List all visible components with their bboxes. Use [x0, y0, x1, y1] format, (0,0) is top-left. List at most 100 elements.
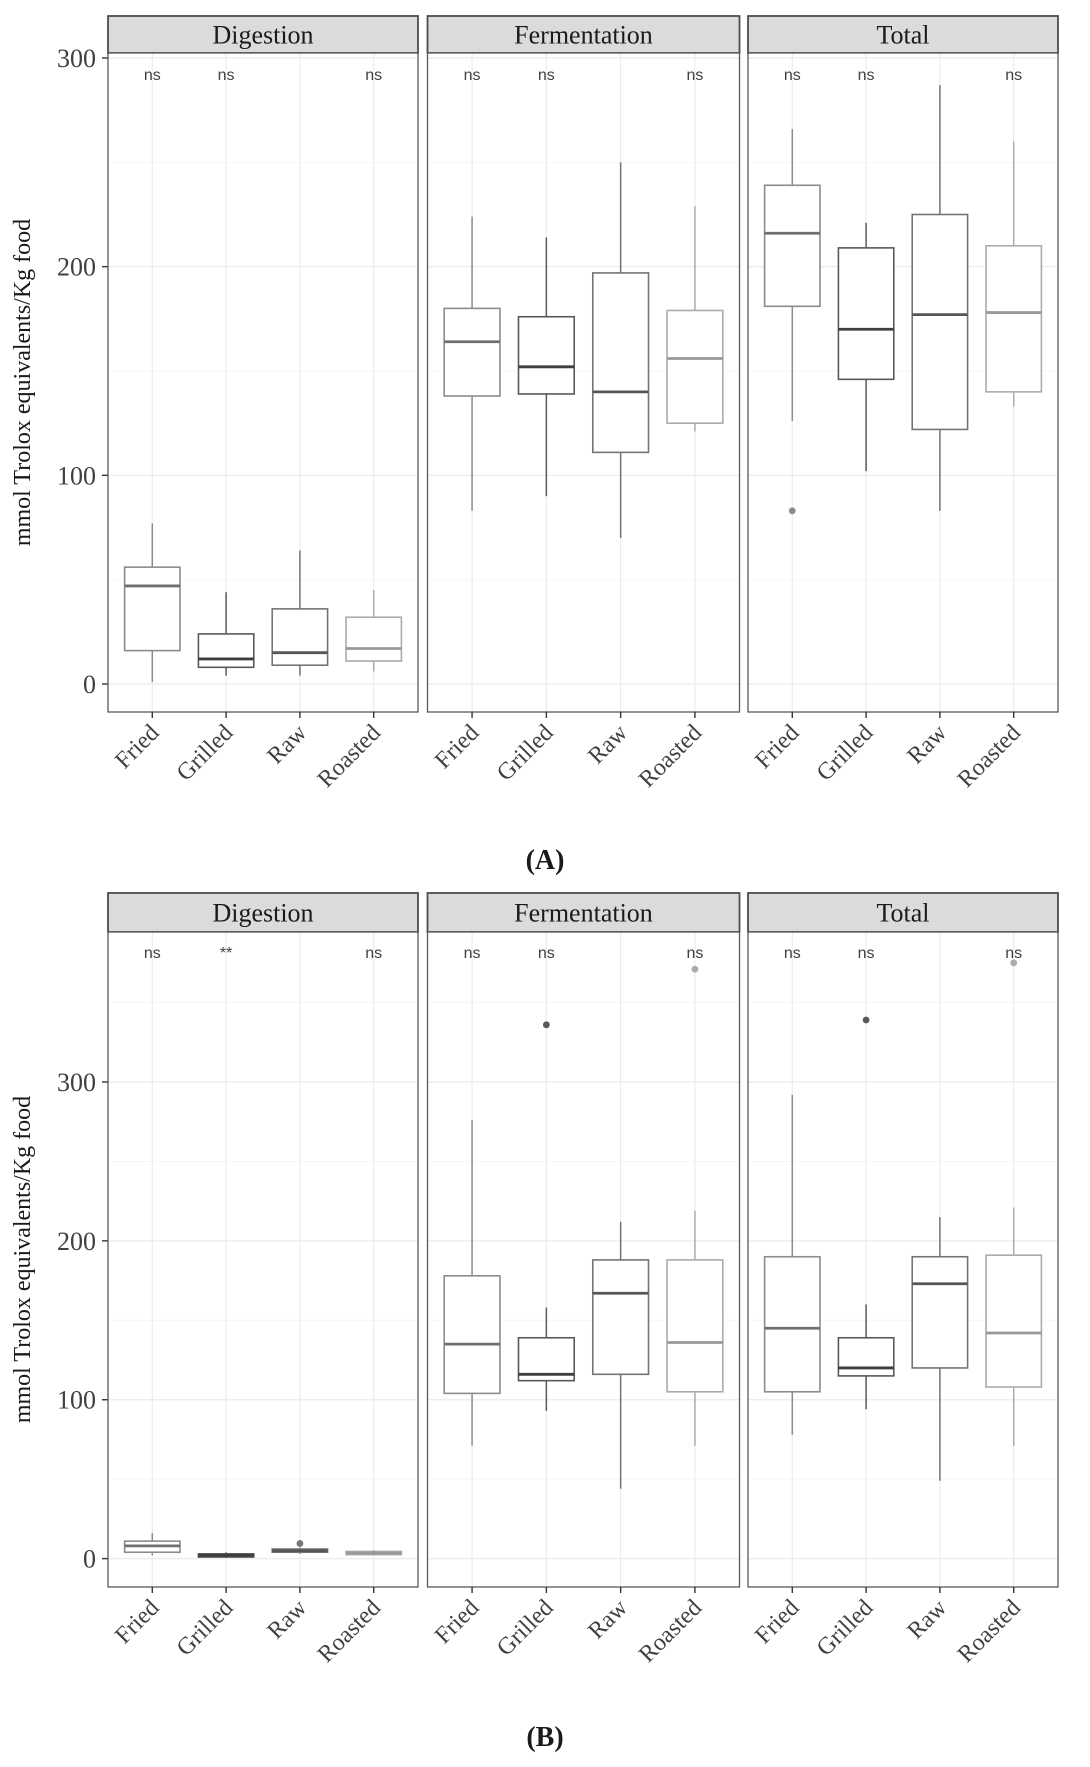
x-tick-label: Fried [430, 1595, 484, 1649]
significance-label: ns [365, 67, 382, 84]
outlier-dot [788, 507, 796, 515]
panel-border [107, 52, 419, 713]
panel-a-caption: (A) [525, 845, 565, 876]
significance-label: ns [365, 945, 382, 962]
x-tick-label: Roasted [634, 720, 707, 793]
facet-strip-label: Total [876, 21, 929, 50]
iqr-box [763, 184, 821, 308]
x-tick-label: Fried [430, 720, 484, 774]
x-tick-label: Raw [903, 1594, 953, 1644]
significance-label: ns [144, 945, 161, 962]
y-tick-label: 0 [83, 1545, 96, 1574]
box-digestion-fried [123, 1533, 181, 1556]
panel-border [426, 931, 741, 1588]
outlier-dot [691, 965, 699, 973]
facet-strip-label: Fermentation [514, 21, 653, 50]
box-total-fried [763, 128, 821, 515]
x-tick-label: Raw [583, 1594, 633, 1644]
x-tick-label: Raw [903, 719, 953, 769]
significance-label: ns [538, 945, 555, 962]
box-total-raw [911, 85, 969, 511]
x-tick-label: Roasted [313, 1595, 386, 1668]
box-fermentation-raw [591, 162, 650, 538]
iqr-box [666, 1259, 724, 1393]
box-digestion-grilled [197, 1552, 255, 1558]
iqr-box [911, 1255, 969, 1369]
panel-border [107, 931, 419, 1588]
box-digestion-roasted [345, 590, 403, 672]
box-digestion-roasted [345, 1549, 403, 1556]
box-digestion-fried [123, 523, 181, 682]
panel-border [426, 52, 741, 713]
significance-label: ns [858, 945, 875, 962]
y-tick-label: 300 [57, 1068, 96, 1097]
y-tick-label: 200 [57, 253, 96, 282]
iqr-box [985, 244, 1043, 393]
significance-label: ns [218, 67, 235, 84]
x-tick-label: Grilled [492, 720, 558, 786]
box-total-raw [911, 1217, 969, 1481]
significance-label: ns [538, 67, 555, 84]
y-tick-label: 100 [57, 461, 96, 490]
box-total-grilled [837, 222, 895, 472]
box-digestion-raw [271, 1540, 329, 1554]
outlier-dot [542, 1021, 550, 1029]
significance-label: ns [464, 67, 481, 84]
x-tick-label: Roasted [313, 720, 386, 793]
panel-background [108, 932, 418, 1587]
box-fermentation-roasted [666, 206, 724, 432]
x-tick-label: Fried [110, 720, 164, 774]
box-total-fried [763, 1094, 821, 1435]
y-axis-title: mmol Trolox equivalents/Kg food [10, 1096, 36, 1423]
x-tick-label: Roasted [634, 1595, 707, 1668]
outlier-dot [862, 1016, 870, 1024]
panel-a-boxplot: mmol Trolox equivalents/Kg food 0 100 200 30… [10, 15, 1059, 793]
facet-strip-total [747, 892, 1059, 933]
box-fermentation-grilled [517, 1021, 576, 1411]
x-tick-label: Raw [583, 719, 633, 769]
significance-label: ns [784, 945, 801, 962]
box-fermentation-roasted [666, 965, 724, 1446]
outlier-dot [296, 1540, 304, 1547]
iqr-box [271, 608, 329, 667]
iqr-box [837, 247, 895, 381]
box-fermentation-raw [591, 1221, 650, 1489]
facet-strip-digestion [107, 892, 419, 933]
y-axis-title: mmol Trolox equivalents/Kg food [10, 219, 36, 546]
iqr-box [517, 315, 576, 395]
panel-b-caption: (B) [526, 1722, 564, 1753]
facet-strip-fermentation [426, 892, 741, 933]
significance-label: ns [686, 67, 703, 84]
y-tick-label: 0 [83, 670, 96, 699]
outlier-dot [1010, 959, 1018, 967]
box-fermentation-fried [443, 216, 501, 511]
facet-strip-label: Total [876, 899, 929, 928]
x-tick-label: Raw [263, 1594, 313, 1644]
y-tick-label: 200 [57, 1227, 96, 1256]
x-tick-label: Roasted [953, 1595, 1026, 1668]
x-tick-label: Roasted [953, 720, 1026, 793]
box-fermentation-grilled [517, 237, 576, 497]
x-tick-label: Fried [750, 1595, 804, 1649]
y-tick-label: 100 [57, 1386, 96, 1415]
box-digestion-grilled [197, 592, 255, 676]
facet-strip-label: Digestion [212, 899, 313, 928]
significance-label: ns [784, 67, 801, 84]
box-fermentation-fried [443, 1120, 501, 1446]
panel-border [747, 52, 1059, 713]
box-total-grilled [837, 1016, 895, 1410]
panel-border [747, 931, 1059, 1588]
iqr-box [837, 1336, 895, 1377]
iqr-box [591, 272, 650, 454]
significance-label: ns [858, 67, 875, 84]
iqr-box [443, 307, 501, 397]
box-total-roasted [985, 959, 1043, 1446]
significance-label: ** [220, 945, 232, 962]
box-digestion-raw [271, 550, 329, 676]
iqr-box [443, 1275, 501, 1395]
iqr-box [763, 1255, 821, 1393]
significance-label: ns [1005, 945, 1022, 962]
x-tick-label: Fried [110, 1595, 164, 1649]
x-tick-label: Fried [750, 720, 804, 774]
significance-label: ns [1005, 67, 1022, 84]
